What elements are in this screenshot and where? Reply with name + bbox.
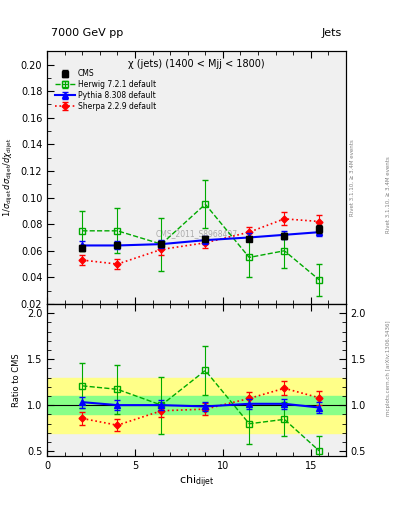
Text: χ (jets) (1400 < Mjj < 1800): χ (jets) (1400 < Mjj < 1800) xyxy=(128,59,265,69)
Y-axis label: Rivet 3.1.10, ≥ 3.4M events: Rivet 3.1.10, ≥ 3.4M events xyxy=(350,139,355,216)
Text: 7000 GeV pp: 7000 GeV pp xyxy=(51,28,123,38)
Text: mcplots.cern.ch [arXiv:1306.3436]: mcplots.cern.ch [arXiv:1306.3436] xyxy=(386,321,391,416)
Y-axis label: $1/\sigma_{\rm dijet}\,d\sigma_{\rm dijet}/d\chi_{\rm dijet}$: $1/\sigma_{\rm dijet}\,d\sigma_{\rm dije… xyxy=(2,138,15,218)
Bar xyxy=(47,396,346,414)
Text: Jets: Jets xyxy=(321,28,342,38)
Bar xyxy=(47,377,346,433)
Text: Rivet 3.1.10, ≥ 3.4M events: Rivet 3.1.10, ≥ 3.4M events xyxy=(386,156,391,233)
Y-axis label: Ratio to CMS: Ratio to CMS xyxy=(12,353,21,407)
X-axis label: chi$_{\rm dijet}$: chi$_{\rm dijet}$ xyxy=(179,473,214,489)
Legend: CMS, Herwig 7.2.1 default, Pythia 8.308 default, Sherpa 2.2.9 default: CMS, Herwig 7.2.1 default, Pythia 8.308 … xyxy=(54,68,158,113)
Text: CMS_2011_S8968497: CMS_2011_S8968497 xyxy=(156,229,237,238)
